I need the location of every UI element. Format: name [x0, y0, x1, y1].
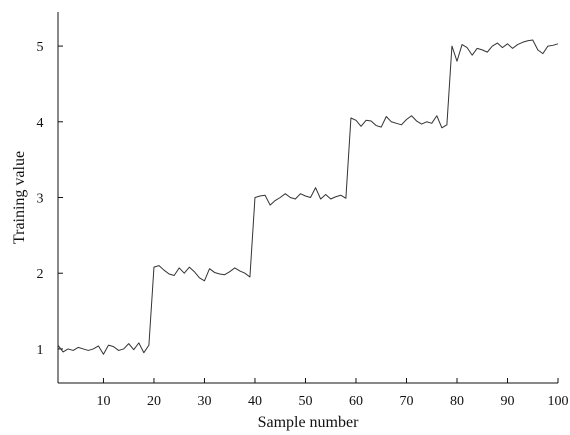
- x-tick-label: 60: [349, 394, 363, 409]
- x-axis-label: Sample number: [258, 414, 360, 431]
- x-ticks: 10 20 30 40 50 60 70 80 90 100: [96, 378, 569, 409]
- y-tick-label: 4: [37, 116, 44, 131]
- x-tick-label: 20: [147, 394, 161, 409]
- y-tick-label: 1: [37, 343, 44, 358]
- axes: [57, 12, 558, 384]
- y-axis-label: Training value: [11, 151, 28, 244]
- x-tick-label: 10: [96, 394, 110, 409]
- x-tick-label: 80: [450, 394, 464, 409]
- x-tick-label: 100: [548, 394, 569, 409]
- y-tick-label: 5: [37, 40, 44, 55]
- x-tick-label: 30: [197, 394, 211, 409]
- x-tick-label: 90: [500, 394, 514, 409]
- x-tick-label: 40: [248, 394, 262, 409]
- x-tick-label: 70: [399, 394, 413, 409]
- y-tick-label: 3: [37, 192, 44, 207]
- series-layer: [57, 39, 559, 355]
- y-tick-label: 2: [37, 267, 44, 282]
- y-ticks: 1 2 3 4 5: [37, 40, 63, 358]
- x-tick-label: 50: [298, 394, 312, 409]
- series-line: [57, 39, 559, 355]
